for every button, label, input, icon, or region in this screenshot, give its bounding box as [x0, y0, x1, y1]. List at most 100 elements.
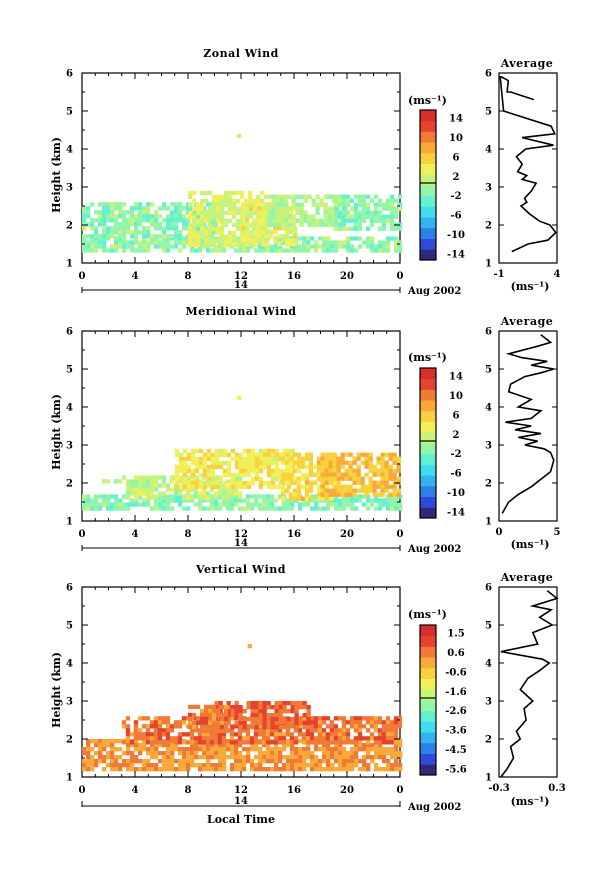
heatmap-cell: [137, 736, 143, 741]
heatmap-cell: [330, 244, 335, 249]
heatmap-cell: [150, 218, 155, 223]
profile-frame: [498, 72, 558, 264]
heatmap-cell: [285, 740, 291, 745]
heatmap-cell: [130, 767, 135, 772]
heatmap-cell: [149, 732, 155, 737]
heatmap-cell: [177, 491, 183, 496]
heatmap-cell: [380, 464, 385, 469]
heatmap-cell: [188, 214, 193, 220]
panel-title: Vertical Wind: [195, 563, 286, 576]
heatmap-cell: [353, 222, 359, 227]
heatmap-cell: [158, 767, 163, 772]
heatmap-cell: [361, 206, 367, 211]
heatmap-cell: [326, 506, 331, 511]
heatmap-cell: [122, 248, 127, 253]
heatmap-cell: [200, 724, 205, 730]
heatmap-cell: [194, 460, 200, 466]
heatmap-cell: [271, 222, 276, 227]
heatmap-cell: [233, 740, 239, 745]
heatmap-cell: [353, 728, 359, 733]
heatmap-cell: [320, 472, 325, 477]
heatmap-cell: [390, 498, 395, 503]
heatmap-cell: [274, 743, 279, 748]
heatmap-cell: [234, 472, 240, 478]
heatmap-cell: [174, 476, 180, 482]
heatmap-cell: [377, 210, 383, 215]
heatmap-cell: [86, 747, 91, 752]
heatmap-cell: [366, 506, 371, 511]
profile-y-tick-label: 1: [485, 517, 492, 528]
heatmap-cell: [279, 206, 284, 211]
heatmap-cell: [126, 240, 131, 245]
heatmap-cell: [302, 705, 307, 710]
heatmap-cell: [258, 751, 263, 756]
heatmap-cell: [224, 222, 229, 228]
heatmap-cell: [204, 716, 209, 722]
heatmap-cell: [237, 495, 243, 500]
heatmap-cell: [334, 244, 339, 249]
heatmap-cell: [234, 502, 239, 507]
heatmap-cell: [133, 483, 139, 488]
heatmap-cell: [278, 751, 283, 756]
heatmap-cell: [376, 468, 381, 473]
heatmap-cell: [306, 755, 311, 760]
y-tick-label: 3: [66, 441, 73, 452]
heatmap-cell: [289, 238, 294, 243]
heatmap-cell: [295, 202, 300, 207]
heatmap-cell: [390, 751, 395, 756]
heatmap-cell: [284, 480, 290, 485]
heatmap-cell: [267, 202, 272, 207]
heatmap-cell: [261, 728, 267, 733]
heatmap-cell: [170, 759, 175, 764]
heatmap-cell: [345, 198, 351, 203]
heatmap-cell: [169, 475, 175, 480]
heatmap-cell: [328, 492, 333, 497]
heatmap-cell: [250, 506, 255, 511]
heatmap-cell: [106, 739, 111, 744]
heatmap-cell: [157, 475, 163, 480]
heatmap-cell: [280, 456, 286, 461]
heatmap-cell: [146, 226, 151, 231]
heatmap-cell: [348, 468, 353, 473]
heatmap-cell: [333, 226, 339, 231]
heatmap-cell: [238, 767, 243, 772]
x-tick-label: 12: [234, 271, 248, 282]
heatmap-cell: [166, 502, 171, 507]
heatmap-cell: [374, 767, 379, 772]
heatmap-cell: [350, 506, 355, 511]
heatmap-cell: [320, 488, 325, 493]
heatmap-cell: [254, 464, 260, 470]
heatmap-cell: [326, 747, 331, 752]
heatmap-cell: [282, 743, 287, 748]
heatmap-cell: [328, 460, 333, 465]
heatmap-cell: [262, 452, 268, 458]
heatmap-cell: [274, 240, 279, 245]
heatmap-cell: [271, 206, 276, 211]
heatmap-cell: [217, 740, 223, 745]
heatmap-cell: [94, 494, 99, 499]
heatmap-cell: [266, 767, 271, 772]
heatmap-cell: [248, 234, 253, 240]
heatmap-cell: [386, 747, 391, 752]
heatmap-cell: [306, 713, 311, 718]
heatmap-cell: [372, 464, 377, 469]
heatmap-cell: [284, 452, 290, 457]
heatmap-cell: [266, 452, 272, 458]
heatmap-cell: [337, 716, 343, 721]
heatmap-cell: [213, 732, 219, 737]
heatmap-cell: [158, 234, 163, 239]
heatmap-cell: [232, 190, 237, 196]
heatmap-cell: [372, 468, 377, 473]
heatmap-cell: [90, 763, 95, 768]
heatmap-cell: [138, 502, 143, 507]
heatmap-cell: [279, 194, 284, 199]
heatmap-cell: [121, 724, 127, 729]
heatmap-cell: [198, 502, 203, 507]
heatmap-cell: [142, 236, 147, 241]
heatmap-cell: [398, 240, 403, 245]
heatmap-cell: [102, 222, 107, 227]
heatmap-cell: [102, 206, 107, 211]
heatmap-cell: [208, 728, 213, 734]
heatmap-cell: [220, 242, 225, 248]
